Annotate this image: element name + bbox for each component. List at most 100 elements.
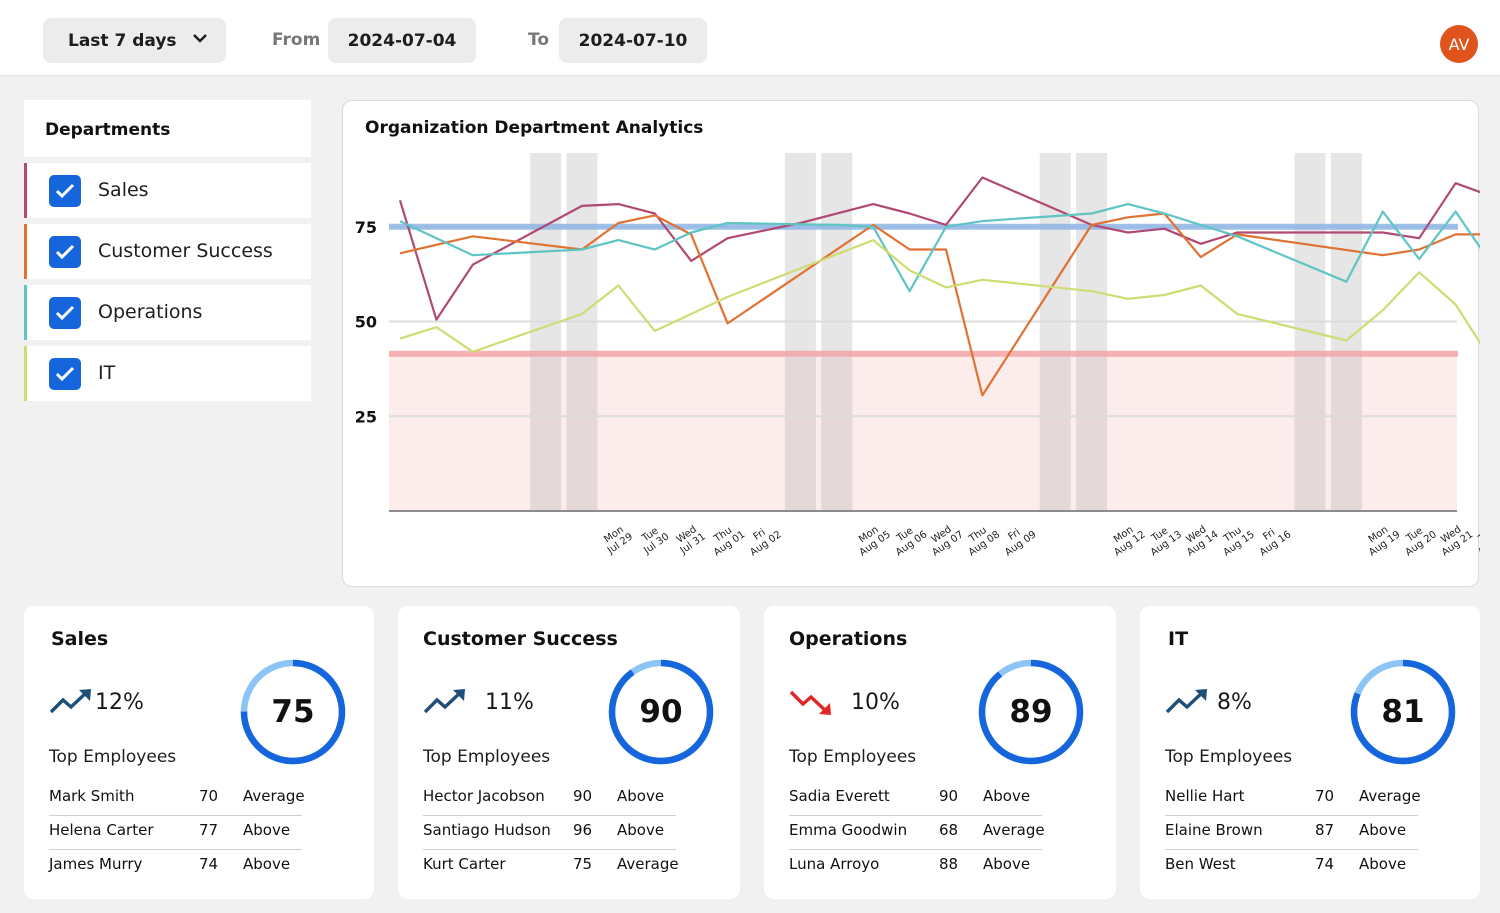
employee-table: Hector Jacobson 90 Above Santiago Hudson 96…	[423, 782, 679, 884]
employee-table: Mark Smith 70 Average Helena Carter 77 Above…	[49, 782, 305, 884]
table-row: Kurt Carter 75 Average	[423, 850, 679, 884]
x-tick-label: ThuAug 01	[706, 520, 748, 558]
trend-up-icon	[423, 689, 465, 714]
x-tick-label: FriAug 09	[997, 520, 1039, 558]
x-tick-label: TueAug 20	[1397, 520, 1439, 558]
department-item-sales[interactable]: Sales	[24, 163, 311, 218]
x-tick-label: TueJul 30	[635, 522, 671, 557]
employee-name: Helena Carter	[49, 821, 154, 839]
employee-name: Nellie Hart	[1165, 787, 1245, 805]
checkbox-customer-success[interactable]	[49, 236, 81, 268]
table-row: Mark Smith 70 Average	[49, 782, 305, 816]
trend-up-icon	[49, 689, 91, 714]
employee-score: 96	[573, 821, 593, 839]
employee-rating: Above	[617, 787, 665, 805]
gauge-ring	[1350, 659, 1456, 765]
x-tick-label: MonAug 05	[851, 520, 893, 558]
score-value: 75	[271, 694, 315, 730]
score-gauge: 89	[977, 658, 1085, 766]
trend-percent: 10%	[851, 689, 900, 715]
department-card-it: IT 8% 81 Top Employees Nellie Hart 70 Aver…	[1140, 606, 1480, 899]
employee-name: Elaine Brown	[1165, 821, 1263, 839]
employee-name: Luna Arroyo	[789, 855, 880, 873]
table-row: Nellie Hart 70 Average	[1165, 782, 1421, 816]
chart-title: Organization Department Analytics	[365, 118, 704, 138]
x-tick-label: WedAug 14	[1179, 520, 1221, 558]
department-item-operations[interactable]: Operations	[24, 285, 311, 340]
employee-rating: Average	[617, 855, 679, 873]
trend: 8%	[1165, 688, 1252, 716]
table-row: Helena Carter 77 Above	[49, 816, 302, 850]
x-tick-label: MonJul 29	[599, 522, 635, 557]
employee-score: 70	[1315, 787, 1335, 805]
date-range-select[interactable]: Last 7 days	[43, 18, 226, 63]
employee-name: Ben West	[1165, 855, 1236, 873]
score-value: 89	[1009, 694, 1053, 730]
weekend-band	[784, 153, 816, 511]
department-item-it[interactable]: IT	[24, 346, 311, 401]
card-title: IT	[1168, 628, 1189, 650]
employee-score: 74	[199, 855, 219, 873]
y-tick-label: 75	[355, 218, 377, 237]
x-tick-label: MonAug 12	[1106, 520, 1148, 558]
table-row: Sadia Everett 90 Above	[789, 782, 1042, 816]
employee-score: 68	[939, 821, 959, 839]
weekend-band	[1039, 153, 1071, 511]
from-date-field[interactable]: 2024-07-04	[328, 18, 476, 63]
table-row: Santiago Hudson 96 Above	[423, 816, 676, 850]
employee-rating: Above	[983, 787, 1031, 805]
card-title: Customer Success	[423, 628, 618, 650]
x-tick-label: TueAug 13	[1142, 520, 1184, 558]
top-employees-label: Top Employees	[49, 747, 177, 767]
employee-name: Kurt Carter	[423, 855, 506, 873]
x-tick-label: WedAug 07	[924, 520, 966, 558]
department-label: Sales	[98, 179, 149, 201]
checkbox-operations[interactable]	[49, 297, 81, 329]
employee-score: 87	[1315, 821, 1335, 839]
weekend-band	[530, 153, 562, 511]
x-tick-label: TueAug 06	[888, 520, 930, 558]
x-tick-label: MonAug 19	[1361, 520, 1403, 558]
department-item-customer-success[interactable]: Customer Success	[24, 224, 311, 279]
x-tick-label: FriAug 16	[1252, 520, 1294, 558]
date-range-label: Last 7 days	[68, 30, 177, 51]
trend-up-icon	[1165, 689, 1207, 714]
table-row: Ben West 74 Above	[1165, 850, 1418, 884]
employee-name: Santiago Hudson	[423, 821, 551, 839]
score-gauge: 75	[239, 658, 347, 766]
avatar[interactable]: AV	[1440, 25, 1478, 63]
employee-name: Hector Jacobson	[423, 787, 545, 805]
employee-name: Mark Smith	[49, 787, 135, 805]
series-line-sales	[398, 176, 1480, 321]
trend: 12%	[49, 688, 144, 716]
departments-title: Departments	[24, 100, 311, 157]
top-employees-label: Top Employees	[423, 747, 551, 767]
checkbox-it[interactable]	[49, 358, 81, 390]
series-line-it	[399, 239, 1480, 353]
card-title: Operations	[789, 628, 908, 650]
to-label: To	[528, 30, 550, 50]
gauge-ring	[240, 659, 346, 765]
top-employees-label: Top Employees	[1165, 747, 1293, 767]
employee-table: Sadia Everett 90 Above Emma Goodwin 68 Avera…	[789, 782, 1045, 884]
table-row: James Murry 74 Above	[49, 850, 302, 884]
chevron-down-icon	[193, 34, 207, 43]
department-card-operations: Operations 10% 89 Top Employees Sadia Ev…	[764, 606, 1116, 899]
employee-score: 88	[939, 855, 959, 873]
table-row: Elaine Brown 87 Above	[1165, 816, 1418, 850]
top-employees-label: Top Employees	[789, 747, 917, 767]
employee-score: 77	[199, 821, 219, 839]
trend: 11%	[423, 688, 534, 716]
check-icon	[55, 244, 75, 260]
employee-rating: Above	[1359, 821, 1407, 839]
trend-down-icon	[789, 690, 831, 715]
to-date-field[interactable]: 2024-07-10	[559, 18, 707, 63]
table-row: Emma Goodwin 68 Average	[789, 816, 1045, 850]
employee-rating: Above	[617, 821, 665, 839]
series-line-customer-success	[399, 212, 1480, 397]
y-tick-label: 25	[355, 407, 377, 426]
checkbox-sales[interactable]	[49, 175, 81, 207]
score-value: 90	[639, 694, 683, 730]
gauge-ring	[978, 659, 1084, 765]
department-card-customer-success: Customer Success 11% 90 Top Employees He…	[398, 606, 740, 899]
